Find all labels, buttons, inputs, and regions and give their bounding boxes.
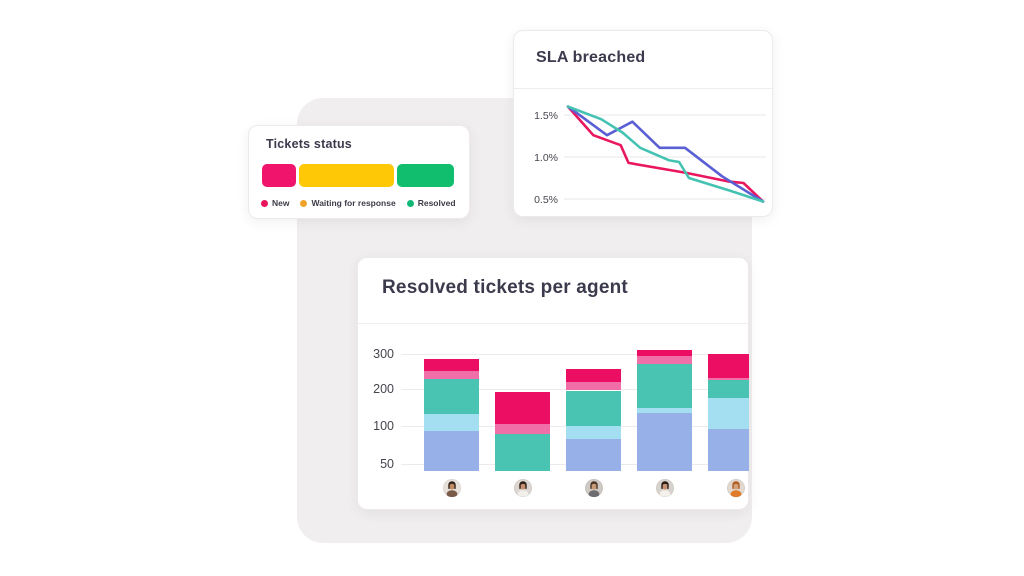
legend-item: Resolved — [406, 198, 456, 208]
agent-4-segment-teal — [637, 363, 692, 408]
tickets-status-stacked-bar — [262, 164, 454, 187]
tickets-status-title: Tickets status — [266, 137, 352, 151]
y-axis-tick-label: 200 — [373, 381, 394, 396]
y-axis-tick-label: 50 — [380, 456, 394, 471]
agent-5-segment-teal — [708, 380, 749, 398]
agent-3-segment-magenta — [566, 369, 621, 383]
tickets-status-card: Tickets status New Waiting for response Re… — [248, 125, 470, 219]
legend-item: New — [261, 198, 289, 208]
agent-4-segment-magenta — [637, 349, 692, 357]
legend-dot-icon — [261, 199, 268, 207]
agent-5-avatar — [726, 479, 745, 497]
y-axis-tick-label: 1.5% — [534, 110, 558, 122]
resolved-tickets-card: Resolved tickets per agent 300 200 100 50 — [357, 257, 749, 510]
agent-2-avatar — [513, 479, 532, 497]
sla-line-chart: 1.5% 1.0% 0.5% — [534, 105, 766, 206]
agent-avatar-row — [401, 479, 749, 497]
line-teal — [566, 105, 765, 203]
agent-5-segment-magenta — [708, 354, 749, 378]
status-segment-resolved — [397, 164, 454, 187]
resolved-stacked-bar-chart — [401, 346, 749, 473]
agent-3-segment-light-cyan — [566, 425, 621, 439]
line-pink — [566, 105, 765, 203]
agent-3-segment-periwinkle — [566, 438, 621, 471]
resolved-chart-y-axis: 300 200 100 50 — [358, 346, 394, 473]
tickets-status-legend: New Waiting for response Resolved — [261, 198, 456, 208]
agent-5-segment-light-cyan — [708, 397, 749, 429]
resolved-card-divider — [358, 323, 748, 324]
agent-4-avatar — [655, 479, 674, 497]
y-axis-tick-label: 300 — [373, 346, 394, 361]
resolved-tickets-title: Resolved tickets per agent — [382, 277, 628, 298]
sla-breached-card: SLA breached 1.5% 1.0% 0.5% — [513, 30, 773, 217]
agent-4-segment-periwinkle — [637, 413, 692, 471]
sla-breached-title: SLA breached — [536, 49, 646, 66]
status-segment-new — [262, 164, 296, 187]
agent-1-segment-magenta — [424, 358, 479, 372]
grid-line — [401, 354, 749, 355]
legend-label: New — [272, 198, 290, 208]
agent-1-segment-periwinkle — [424, 431, 479, 471]
y-axis-tick-label: 1.0% — [534, 152, 558, 164]
agent-4-segment-light-pink — [637, 356, 692, 364]
agent-1-avatar — [442, 479, 461, 497]
legend-label: Waiting for response — [311, 198, 396, 208]
legend-item: Waiting for response — [300, 198, 396, 208]
agent-2-segment-magenta — [495, 391, 550, 424]
y-axis-tick-label: 0.5% — [534, 194, 558, 206]
agent-3-avatar — [584, 479, 603, 497]
status-segment-waiting-for-response — [299, 164, 394, 187]
y-axis-tick-label: 100 — [373, 418, 394, 433]
agent-4-segment-light-cyan — [637, 407, 692, 414]
agent-5-segment-light-pink — [708, 377, 749, 381]
agent-1-segment-light-pink — [424, 371, 479, 380]
legend-label: Resolved — [417, 198, 456, 208]
agent-1-segment-light-cyan — [424, 414, 479, 432]
agent-2-segment-teal — [495, 434, 550, 471]
agent-2-segment-light-pink — [495, 423, 550, 435]
legend-dot-icon — [406, 199, 414, 207]
agent-5-segment-periwinkle — [708, 429, 749, 471]
line-blue — [566, 105, 765, 203]
legend-dot-icon — [300, 199, 308, 207]
agent-1-segment-teal — [424, 379, 479, 415]
agent-3-segment-teal — [566, 390, 621, 426]
sla-card-divider — [514, 88, 772, 89]
agent-3-segment-light-pink — [566, 382, 621, 391]
